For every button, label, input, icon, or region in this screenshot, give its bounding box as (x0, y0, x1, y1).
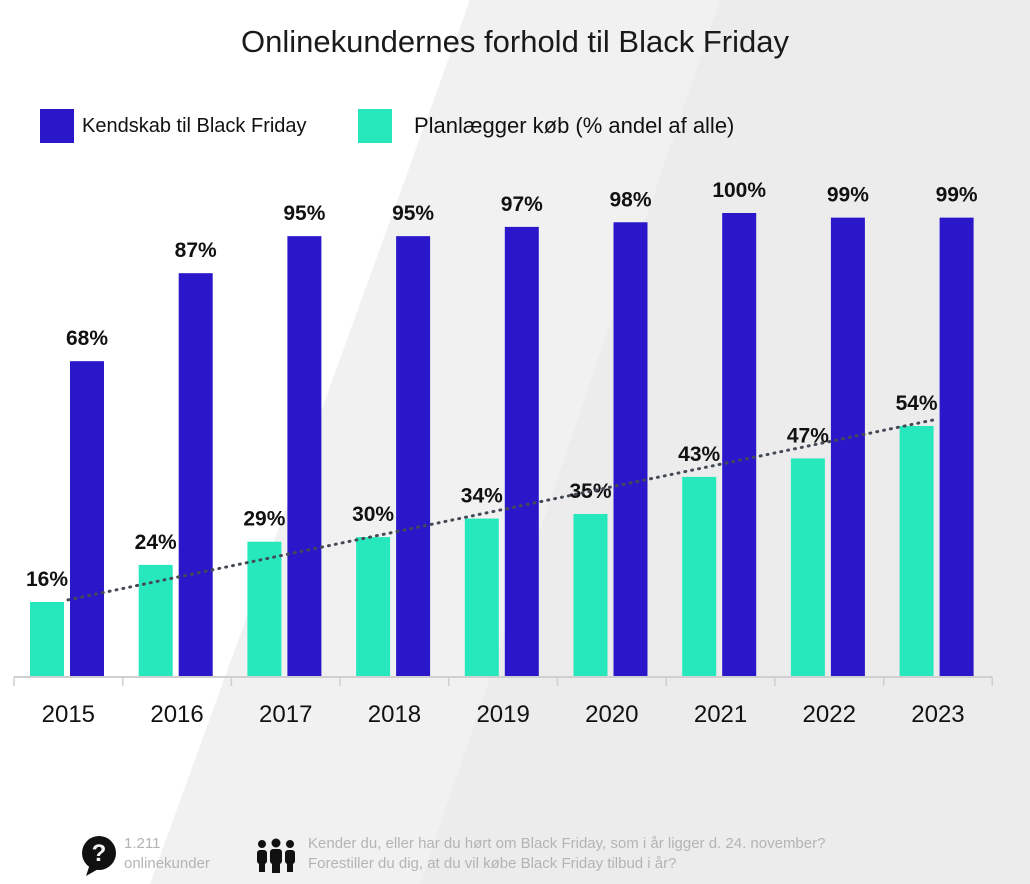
svg-text:?: ? (92, 840, 107, 867)
legend-swatch-planning (358, 109, 392, 143)
data-label-planning: 30% (352, 503, 394, 526)
x-tick-label: 2020 (585, 701, 638, 728)
x-tick-label: 2019 (476, 701, 529, 728)
respondents-count: 1.211 (124, 835, 161, 852)
bar-planning (30, 601, 64, 676)
data-label-awareness: 98% (609, 188, 651, 211)
x-tick-label: 2017 (259, 701, 312, 728)
data-label-planning: 47% (787, 424, 829, 447)
x-tick-label: 2023 (911, 701, 964, 728)
data-label-awareness: 99% (827, 184, 869, 207)
bar-awareness (722, 213, 757, 676)
bar-awareness (613, 222, 648, 676)
chart-title: Onlinekundernes forhold til Black Friday (241, 24, 789, 59)
data-label-awareness: 100% (712, 179, 766, 202)
survey-questions: Kender du, eller har du hørt om Black Fr… (308, 834, 825, 874)
bar-planning (790, 458, 825, 676)
bar-planning (573, 513, 608, 676)
bar-awareness (504, 226, 539, 676)
data-label-planning: 16% (26, 568, 68, 591)
respondents-label: onlinekunder (124, 855, 210, 872)
bar-awareness (939, 217, 974, 676)
data-label-planning: 34% (461, 485, 503, 508)
bar-planning (247, 541, 282, 676)
legend-item-awareness: Kendskab til Black Friday (40, 106, 307, 146)
footer: ? 1.211 onlinekunder Kender du, eller ha… (0, 830, 1030, 884)
x-tick-label: 2022 (803, 701, 856, 728)
data-label-awareness: 99% (936, 184, 978, 207)
data-label-planning: 43% (678, 443, 720, 466)
bar-planning (682, 476, 717, 676)
legend-label-awareness: Kendskab til Black Friday (82, 114, 307, 137)
survey-question-1: Kender du, eller har du hørt om Black Fr… (308, 835, 826, 852)
data-label-awareness: 95% (392, 202, 434, 225)
bar-awareness (70, 361, 104, 676)
x-tick-label: 2016 (150, 701, 203, 728)
bar-awareness (287, 236, 322, 676)
bar-planning (356, 537, 391, 676)
respondents-info: 1.211 onlinekunder (124, 834, 210, 874)
data-label-awareness: 95% (283, 202, 325, 225)
legend-swatch-awareness (40, 109, 74, 143)
data-label-planning: 24% (135, 531, 177, 554)
x-tick-label: 2021 (694, 701, 747, 728)
trendline-planning (66, 417, 940, 602)
bar-awareness (830, 217, 865, 676)
data-label-awareness: 87% (175, 239, 217, 262)
survey-question-2: Forestiller du dig, at du vil købe Black… (308, 855, 677, 872)
people-group-icon (257, 838, 295, 873)
legend-item-planning: Planlægger køb (% andel af alle) (358, 106, 734, 146)
legend-label-planning: Planlægger køb (% andel af alle) (414, 113, 735, 138)
x-tick-label: 2018 (368, 701, 421, 728)
data-label-planning: 29% (243, 508, 285, 531)
data-label-awareness: 68% (66, 327, 108, 350)
data-label-awareness: 97% (501, 193, 543, 216)
bar-awareness (178, 273, 213, 676)
bar-planning (464, 518, 499, 676)
x-tick-label: 2015 (42, 701, 95, 728)
data-label-planning: 54% (896, 392, 938, 415)
bar-awareness (396, 236, 431, 676)
bar-planning (899, 425, 934, 676)
speech-bubble-question-icon: ? (82, 836, 116, 876)
